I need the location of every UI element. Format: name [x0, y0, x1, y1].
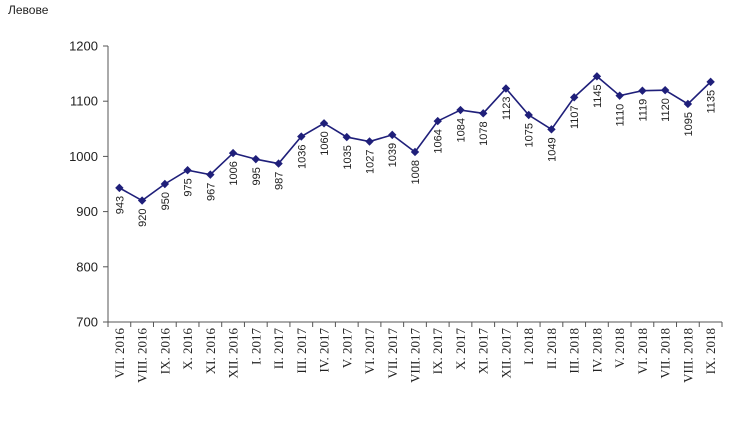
data-label: 1008 [410, 160, 422, 184]
x-tick-label: VII. 2016 [112, 328, 127, 379]
x-tick-label: VII. 2017 [385, 328, 400, 379]
data-label: 1135 [706, 90, 718, 114]
x-tick-label: III. 2018 [567, 328, 582, 374]
data-point [160, 179, 170, 189]
y-tick-label: 1200 [69, 39, 98, 54]
data-label: 975 [183, 178, 195, 196]
data-label: 1078 [478, 121, 490, 145]
x-tick-label: VI. 2017 [362, 328, 377, 375]
data-point [547, 125, 556, 134]
x-tick-label: V. 2017 [339, 328, 354, 369]
data-label: 1049 [546, 137, 558, 161]
data-label: 1120 [660, 98, 672, 122]
data-label: 1110 [615, 104, 627, 127]
data-point [660, 85, 670, 95]
data-label: 1119 [637, 99, 649, 122]
x-tick-label: I. 2017 [248, 328, 263, 365]
x-tick-label: IV. 2017 [317, 328, 332, 373]
x-ticks: VII. 2016 VIII. 2016 IX. 2016 X. 2016 XI. 20… [107, 322, 723, 383]
data-point [706, 77, 715, 87]
x-tick-label: VI. 2018 [635, 328, 650, 374]
y-tick-label: 1100 [70, 94, 98, 109]
data-point [388, 130, 397, 140]
y-tick-label: 800 [76, 259, 98, 274]
data-labels: 943 920 950 975 967 1006 995 987 1036 1060 1035 102… [114, 84, 717, 227]
y-tick-label: 1000 [69, 149, 98, 164]
data-point [115, 183, 124, 193]
data-label: 950 [160, 192, 172, 210]
data-point [206, 170, 215, 179]
data-label: 1064 [433, 129, 445, 153]
x-tick-label: X. 2017 [453, 328, 468, 370]
data-label: 995 [251, 167, 263, 185]
data-point [251, 154, 261, 164]
y-tick-label: 700 [76, 315, 98, 330]
data-point [228, 148, 238, 158]
data-point [569, 93, 579, 102]
data-point [410, 147, 420, 157]
data-point [137, 196, 147, 205]
data-label: 1060 [319, 131, 331, 155]
x-tick-label: XII. 2017 [498, 328, 513, 379]
y-ticks: 700 800 900 1000 1100 1200 [69, 39, 108, 330]
data-point [638, 86, 647, 95]
data-label: 1084 [455, 118, 467, 142]
x-tick-label: XII. 2016 [226, 328, 241, 379]
data-label: 943 [114, 196, 126, 214]
y-tick-label: 900 [76, 204, 98, 219]
x-tick-label: VII. 2018 [658, 328, 673, 379]
data-label: 1006 [228, 161, 240, 185]
x-tick-label: IX. 2016 [157, 328, 172, 375]
data-label: 1123 [501, 97, 513, 121]
data-label: 920 [137, 209, 149, 227]
x-tick-label: XI. 2016 [203, 328, 218, 375]
data-point [365, 137, 374, 146]
x-tick-label: II. 2018 [544, 328, 559, 369]
data-label: 1039 [387, 143, 399, 167]
data-label: 1036 [296, 145, 308, 169]
data-label: 987 [274, 172, 286, 190]
data-label: 967 [205, 183, 217, 201]
data-point [297, 132, 306, 141]
data-point [592, 72, 602, 81]
data-point [479, 109, 488, 118]
x-tick-label: IV. 2018 [589, 328, 604, 373]
y-axis-unit-label: Левове [8, 3, 49, 17]
data-label: 1145 [592, 84, 604, 108]
data-point [615, 91, 624, 100]
data-label: 1095 [683, 112, 695, 136]
x-tick-label: VIII. 2017 [408, 328, 423, 383]
data-label: 1075 [524, 123, 536, 147]
x-tick-label: XI. 2017 [476, 328, 491, 375]
x-tick-label: I. 2018 [521, 328, 536, 365]
x-tick-label: VIII. 2018 [680, 328, 695, 383]
x-tick-label: III. 2017 [294, 328, 309, 374]
data-point [342, 132, 351, 142]
series-markers [115, 72, 715, 205]
x-tick-label: II. 2017 [271, 328, 286, 370]
x-tick-label: IX. 2017 [430, 328, 445, 375]
data-label: 1035 [342, 145, 354, 169]
x-tick-label: VIII. 2016 [135, 328, 150, 383]
data-point [456, 105, 465, 115]
x-tick-label: X. 2016 [180, 328, 195, 370]
data-point [501, 84, 511, 93]
data-point [183, 166, 192, 175]
data-label: 1107 [569, 105, 581, 129]
data-point [274, 159, 283, 168]
data-point [683, 99, 693, 109]
x-tick-label: V. 2018 [612, 328, 627, 368]
data-label: 1027 [365, 149, 377, 173]
data-point [319, 119, 329, 128]
data-point [524, 110, 533, 120]
x-tick-label: IX. 2018 [703, 328, 718, 374]
data-point [433, 116, 442, 126]
